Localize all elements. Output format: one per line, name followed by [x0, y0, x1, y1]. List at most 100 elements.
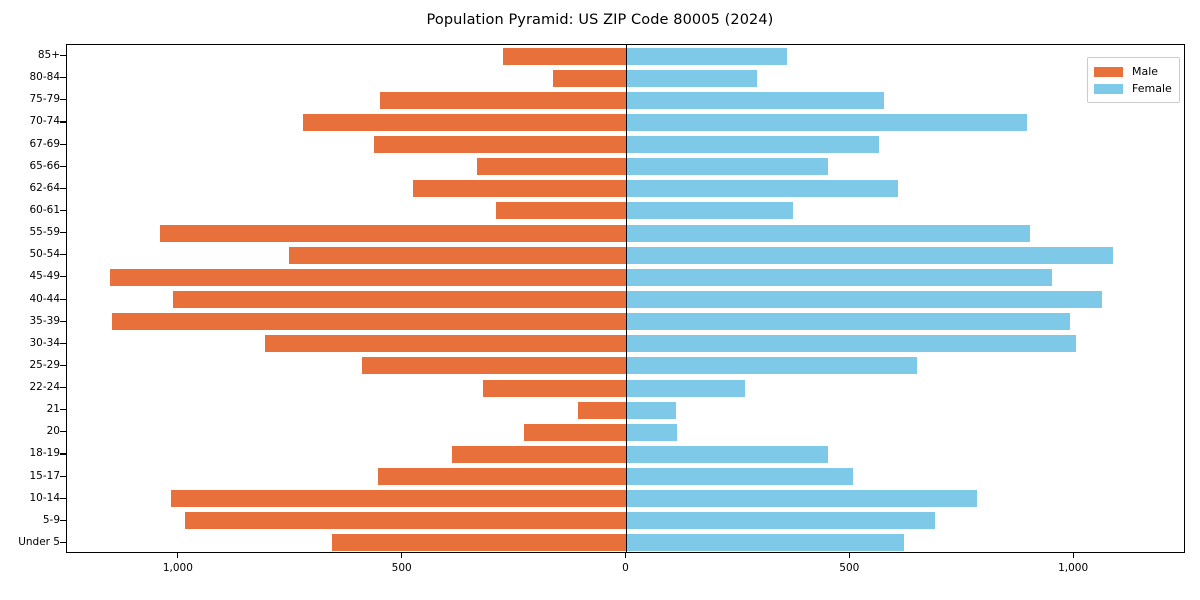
- bar-female-20: [626, 423, 677, 441]
- legend: Male Female: [1087, 57, 1180, 103]
- bar-female-60-61: [626, 202, 794, 220]
- bar-female-22-24: [626, 379, 746, 397]
- y-tick-label-75-79: 75-79: [29, 93, 60, 106]
- bar-female-65-66: [626, 158, 829, 176]
- y-tick-label-30-34: 30-34: [29, 336, 60, 349]
- x-tick-mark: [401, 553, 403, 558]
- plot-area: [66, 44, 1185, 553]
- y-tick-mark: [60, 121, 66, 123]
- x-tick-mark: [624, 553, 627, 558]
- y-tick-mark: [60, 165, 66, 167]
- y-tick-label-21: 21: [46, 403, 60, 416]
- bar-male-15-17: [378, 468, 627, 486]
- y-tick-mark: [60, 387, 66, 389]
- y-tick-label-50-54: 50-54: [29, 248, 60, 261]
- bar-female-25-29: [626, 357, 917, 375]
- bar-male-20: [523, 423, 627, 441]
- bar-male-75-79: [379, 91, 627, 109]
- bar-female-70-74: [626, 113, 1027, 131]
- y-tick-label-18-19: 18-19: [29, 447, 60, 460]
- y-tick-mark: [60, 541, 66, 544]
- legend-item-female: Female: [1094, 80, 1172, 97]
- bar-female-40-44: [626, 291, 1103, 308]
- chart-title: Population Pyramid: US ZIP Code 80005 (2…: [426, 12, 774, 28]
- x-tick-label-4: 1,000: [1058, 562, 1089, 574]
- y-tick-label-10-14: 10-14: [29, 491, 60, 504]
- bar-female-85-: [626, 47, 788, 65]
- y-tick-label-20: 20: [46, 425, 60, 438]
- legend-swatch-female: [1094, 83, 1123, 94]
- x-tick-mark: [848, 553, 850, 558]
- bar-female-35-39: [626, 313, 1071, 331]
- y-tick-label-40-44: 40-44: [29, 292, 60, 305]
- y-tick-mark: [60, 431, 66, 433]
- y-tick-mark: [60, 298, 66, 300]
- bar-female-under-5: [626, 534, 904, 552]
- bar-male-45-49: [109, 268, 627, 286]
- y-tick-mark: [60, 320, 66, 322]
- x-tick-mark: [1072, 553, 1074, 558]
- x-tick-mark: [177, 553, 179, 558]
- y-tick-label-80-84: 80-84: [29, 71, 60, 84]
- y-tick-label-45-49: 45-49: [29, 270, 60, 283]
- bar-female-50-54: [626, 246, 1114, 264]
- y-tick-mark: [60, 55, 66, 57]
- bar-female-10-14: [626, 490, 978, 508]
- y-tick-label-65-66: 65-66: [29, 159, 60, 172]
- x-tick-label-1: 500: [391, 562, 412, 574]
- y-tick-label-under-5: Under 5: [18, 535, 60, 548]
- y-tick-mark: [60, 364, 66, 366]
- bar-male-67-69: [374, 136, 627, 154]
- y-tick-label-85-: 85+: [37, 49, 60, 62]
- bar-male-30-34: [264, 335, 627, 353]
- bar-male-80-84: [552, 69, 627, 87]
- bar-male-50-54: [288, 246, 627, 264]
- y-tick-mark: [60, 519, 66, 521]
- bar-male-18-19: [451, 445, 627, 463]
- y-tick-label-5-9: 5-9: [42, 513, 60, 526]
- y-tick-mark: [60, 342, 66, 344]
- bar-female-80-84: [626, 69, 757, 87]
- y-tick-label-35-39: 35-39: [29, 314, 60, 327]
- bar-female-62-64: [626, 180, 898, 198]
- x-tick-label-2: 0: [622, 562, 629, 574]
- y-tick-mark: [60, 497, 66, 499]
- bar-female-21: [626, 401, 676, 419]
- y-tick-label-15-17: 15-17: [29, 469, 60, 482]
- y-tick-mark: [60, 143, 66, 145]
- bar-female-67-69: [626, 136, 879, 154]
- bar-male-21: [578, 401, 627, 419]
- x-tick-label-3: 500: [839, 562, 860, 574]
- legend-label-male: Male: [1132, 65, 1159, 78]
- bar-female-30-34: [626, 335, 1076, 353]
- bar-female-45-49: [626, 268, 1053, 286]
- y-tick-mark: [60, 254, 66, 256]
- y-tick-label-22-24: 22-24: [29, 381, 60, 394]
- y-tick-label-70-74: 70-74: [29, 115, 60, 128]
- bar-female-18-19: [626, 445, 828, 463]
- bar-male-35-39: [111, 313, 627, 331]
- bar-male-60-61: [496, 202, 627, 220]
- bar-male-55-59: [160, 224, 627, 242]
- bar-male-25-29: [362, 357, 627, 375]
- x-tick-label-0: 1,000: [162, 562, 193, 574]
- bar-male-10-14: [170, 490, 627, 508]
- y-tick-label-25-29: 25-29: [29, 358, 60, 371]
- y-tick-mark: [60, 187, 66, 189]
- y-tick-mark: [60, 232, 66, 234]
- legend-swatch-male: [1094, 66, 1123, 77]
- legend-item-male: Male: [1094, 63, 1172, 80]
- bar-male-70-74: [303, 113, 627, 131]
- bar-male-22-24: [483, 379, 627, 397]
- y-tick-mark: [60, 409, 66, 411]
- bar-female-5-9: [626, 512, 936, 530]
- y-tick-mark: [60, 475, 66, 477]
- y-tick-label-62-64: 62-64: [29, 181, 60, 194]
- y-tick-mark: [60, 276, 66, 278]
- y-tick-label-60-61: 60-61: [29, 203, 60, 216]
- y-tick-mark: [60, 453, 66, 455]
- y-tick-mark: [60, 209, 66, 212]
- bar-male-5-9: [184, 512, 627, 530]
- y-tick-label-67-69: 67-69: [29, 137, 60, 150]
